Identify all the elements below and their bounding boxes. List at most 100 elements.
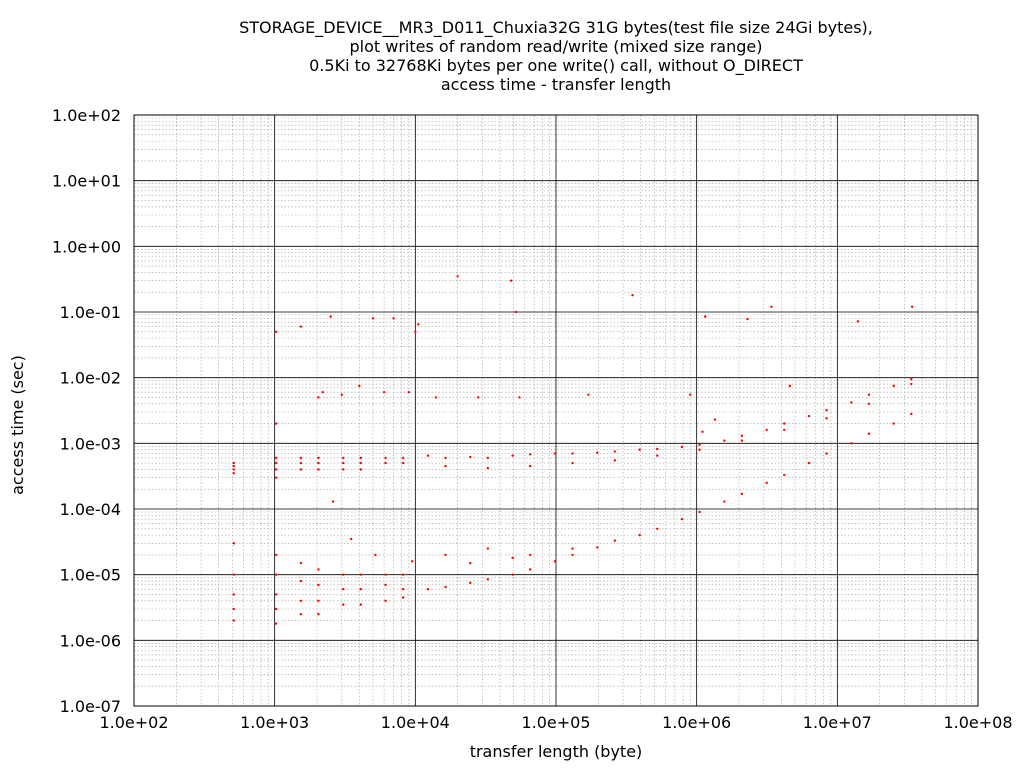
data-point xyxy=(596,546,599,549)
data-point xyxy=(486,578,490,581)
data-point xyxy=(571,452,574,455)
data-point xyxy=(414,330,417,333)
data-point xyxy=(910,305,914,309)
data-point xyxy=(892,422,895,425)
data-point xyxy=(850,401,853,404)
data-point xyxy=(274,553,278,557)
data-point xyxy=(656,447,659,451)
data-point xyxy=(856,320,860,323)
data-point xyxy=(444,553,447,557)
data-point xyxy=(374,553,377,557)
data-point xyxy=(613,450,617,453)
data-point xyxy=(410,560,414,563)
data-point xyxy=(469,561,472,565)
data-point xyxy=(274,456,278,460)
data-point xyxy=(469,581,472,585)
data-point xyxy=(528,453,532,456)
data-point xyxy=(444,464,447,468)
data-point xyxy=(910,412,913,416)
data-point xyxy=(723,439,726,442)
data-point xyxy=(349,537,353,541)
data-point xyxy=(299,325,303,328)
data-point xyxy=(444,585,447,589)
data-point xyxy=(698,510,701,514)
data-point xyxy=(317,568,320,571)
data-point xyxy=(299,579,303,583)
data-point xyxy=(232,593,235,596)
data-points xyxy=(232,275,914,625)
data-point xyxy=(384,456,387,460)
data-point xyxy=(384,461,387,465)
data-point xyxy=(274,330,278,333)
data-point xyxy=(232,542,235,545)
data-point xyxy=(825,452,828,455)
data-point xyxy=(701,430,704,433)
data-point xyxy=(444,456,447,460)
data-point xyxy=(518,396,521,399)
data-point xyxy=(850,442,853,445)
data-point xyxy=(359,573,363,576)
data-point xyxy=(401,456,405,460)
data-point xyxy=(342,468,345,471)
data-point xyxy=(274,468,278,471)
data-point xyxy=(511,573,514,576)
data-point xyxy=(783,473,786,477)
data-point xyxy=(401,461,405,465)
data-point xyxy=(321,391,325,394)
y-tick-label: 1.0e+01 xyxy=(52,172,121,191)
data-point xyxy=(486,456,490,460)
data-point xyxy=(342,573,345,576)
data-point xyxy=(825,417,828,420)
data-point xyxy=(689,393,692,396)
y-tick-label: 1.0e-04 xyxy=(60,500,121,519)
data-point xyxy=(232,468,235,471)
chart-title-line-2: plot writes of random read/write (mixed … xyxy=(350,37,763,56)
data-point xyxy=(359,588,363,591)
data-point xyxy=(469,455,472,459)
data-point xyxy=(807,414,811,418)
x-axis-label: transfer length (byte) xyxy=(470,742,643,761)
data-point xyxy=(384,573,387,576)
data-point xyxy=(299,561,303,565)
data-point xyxy=(342,461,345,465)
data-point xyxy=(299,456,303,460)
data-point xyxy=(359,468,363,471)
data-point xyxy=(317,456,320,460)
data-point xyxy=(613,539,617,542)
y-tick-label: 1.0e-03 xyxy=(60,434,121,453)
data-point xyxy=(434,396,438,399)
data-point xyxy=(528,464,532,468)
chart-title: STORAGE_DEVICE__MR3_D011_Chuxia32G 31G b… xyxy=(239,18,873,94)
data-point xyxy=(274,461,278,465)
data-point xyxy=(740,434,744,438)
data-point xyxy=(426,588,430,591)
data-point xyxy=(486,466,490,470)
chart-title-line-3: 0.5Ki to 32768Ki bytes per one write() c… xyxy=(309,56,803,76)
data-point xyxy=(232,464,235,468)
data-point xyxy=(407,391,411,394)
x-axis-tick-labels: 1.0e+02 1.0e+03 1.0e+04 1.0e+05 1.0e+06 1.0e+… xyxy=(99,713,1012,732)
data-point xyxy=(317,583,320,587)
data-point xyxy=(910,377,913,381)
data-point xyxy=(571,553,574,557)
y-axis-label: access time (sec) xyxy=(8,355,27,495)
data-point xyxy=(359,461,363,465)
data-point xyxy=(317,396,320,399)
data-point xyxy=(656,527,659,530)
y-tick-label: 1.0e-06 xyxy=(60,631,121,650)
data-point xyxy=(553,560,557,563)
data-point xyxy=(299,461,303,465)
data-point xyxy=(656,454,659,457)
data-point xyxy=(765,481,768,485)
y-tick-label: 1.0e-01 xyxy=(60,303,121,322)
data-point xyxy=(788,384,792,388)
x-tick-label: 1.0e+05 xyxy=(521,713,590,732)
x-tick-label: 1.0e+06 xyxy=(662,713,731,732)
data-point xyxy=(274,622,278,625)
data-point xyxy=(514,310,518,314)
data-point xyxy=(340,393,343,396)
data-point xyxy=(723,500,726,503)
data-point xyxy=(359,603,363,606)
data-point xyxy=(232,461,235,465)
